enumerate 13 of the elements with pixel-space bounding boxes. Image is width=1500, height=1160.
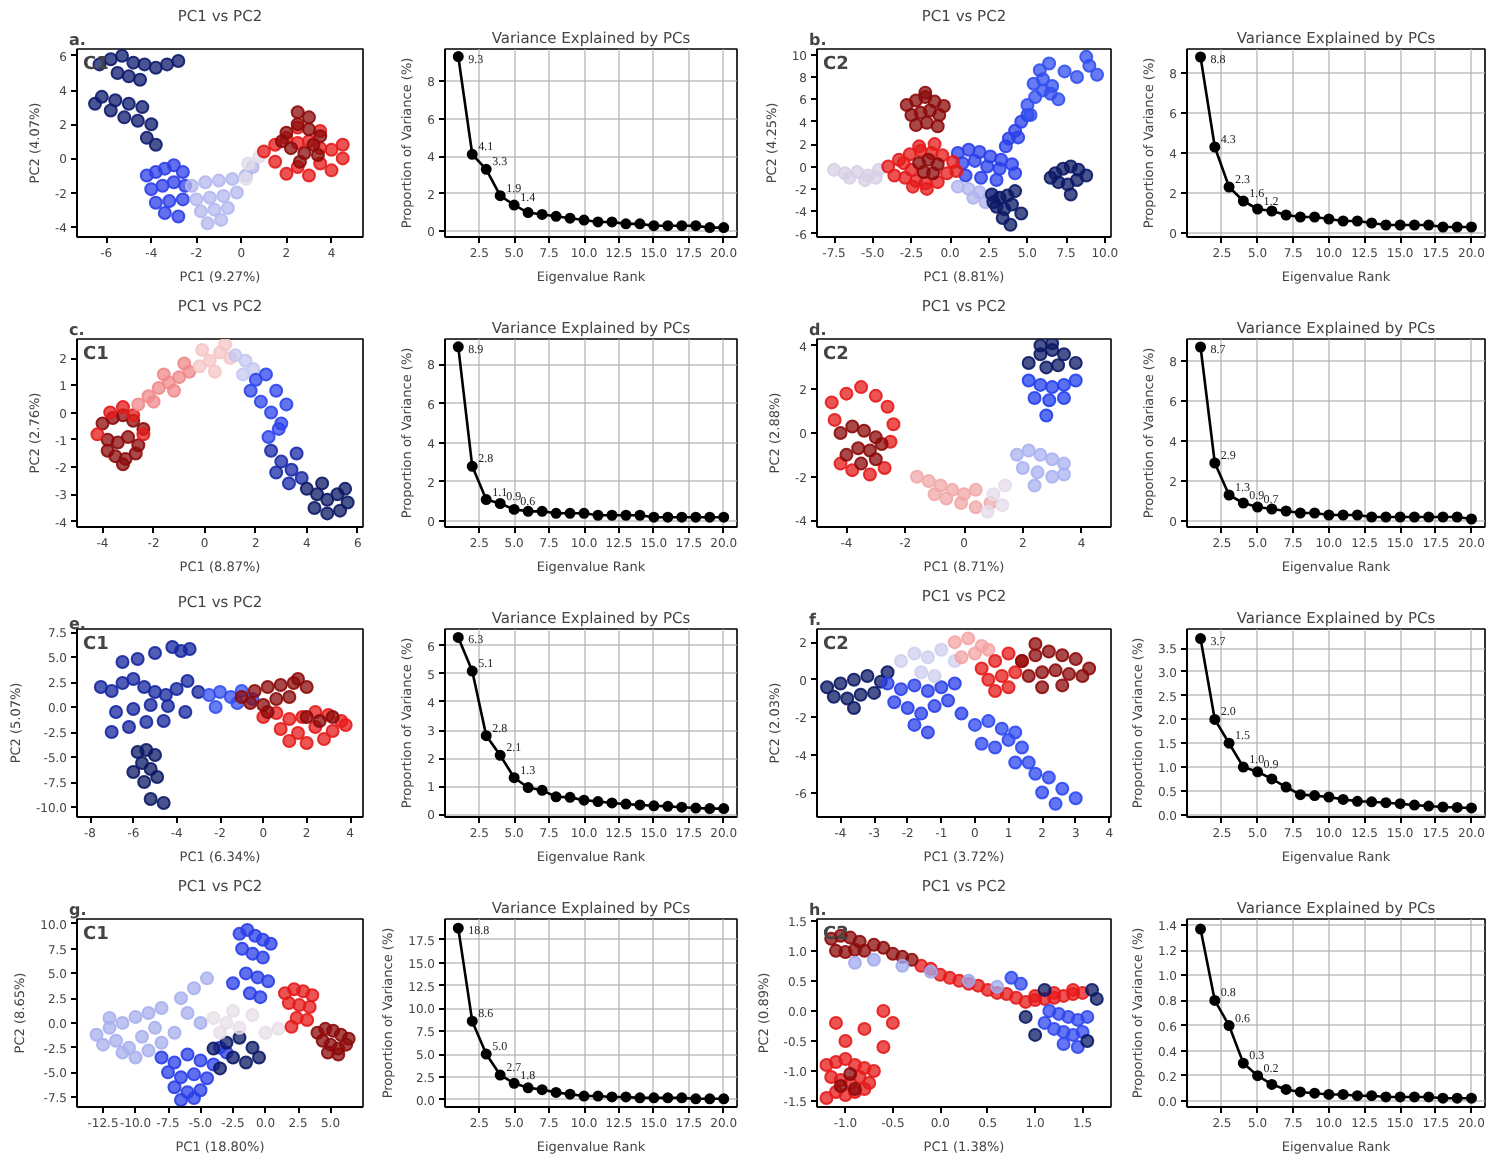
- text: b.: [809, 31, 827, 49]
- text: h.: [809, 901, 827, 919]
- annotation: C2: [823, 55, 849, 75]
- annotation: C1: [83, 345, 109, 365]
- annotation: C2: [823, 345, 849, 365]
- annotation: C2: [823, 635, 849, 655]
- text: c.: [69, 321, 85, 339]
- annotation: C1: [83, 635, 109, 655]
- annotation: C1: [83, 925, 109, 945]
- annotation: d.: [809, 321, 827, 339]
- text: a.: [69, 31, 86, 49]
- text: f.: [809, 611, 822, 629]
- annotation: g.: [69, 901, 87, 919]
